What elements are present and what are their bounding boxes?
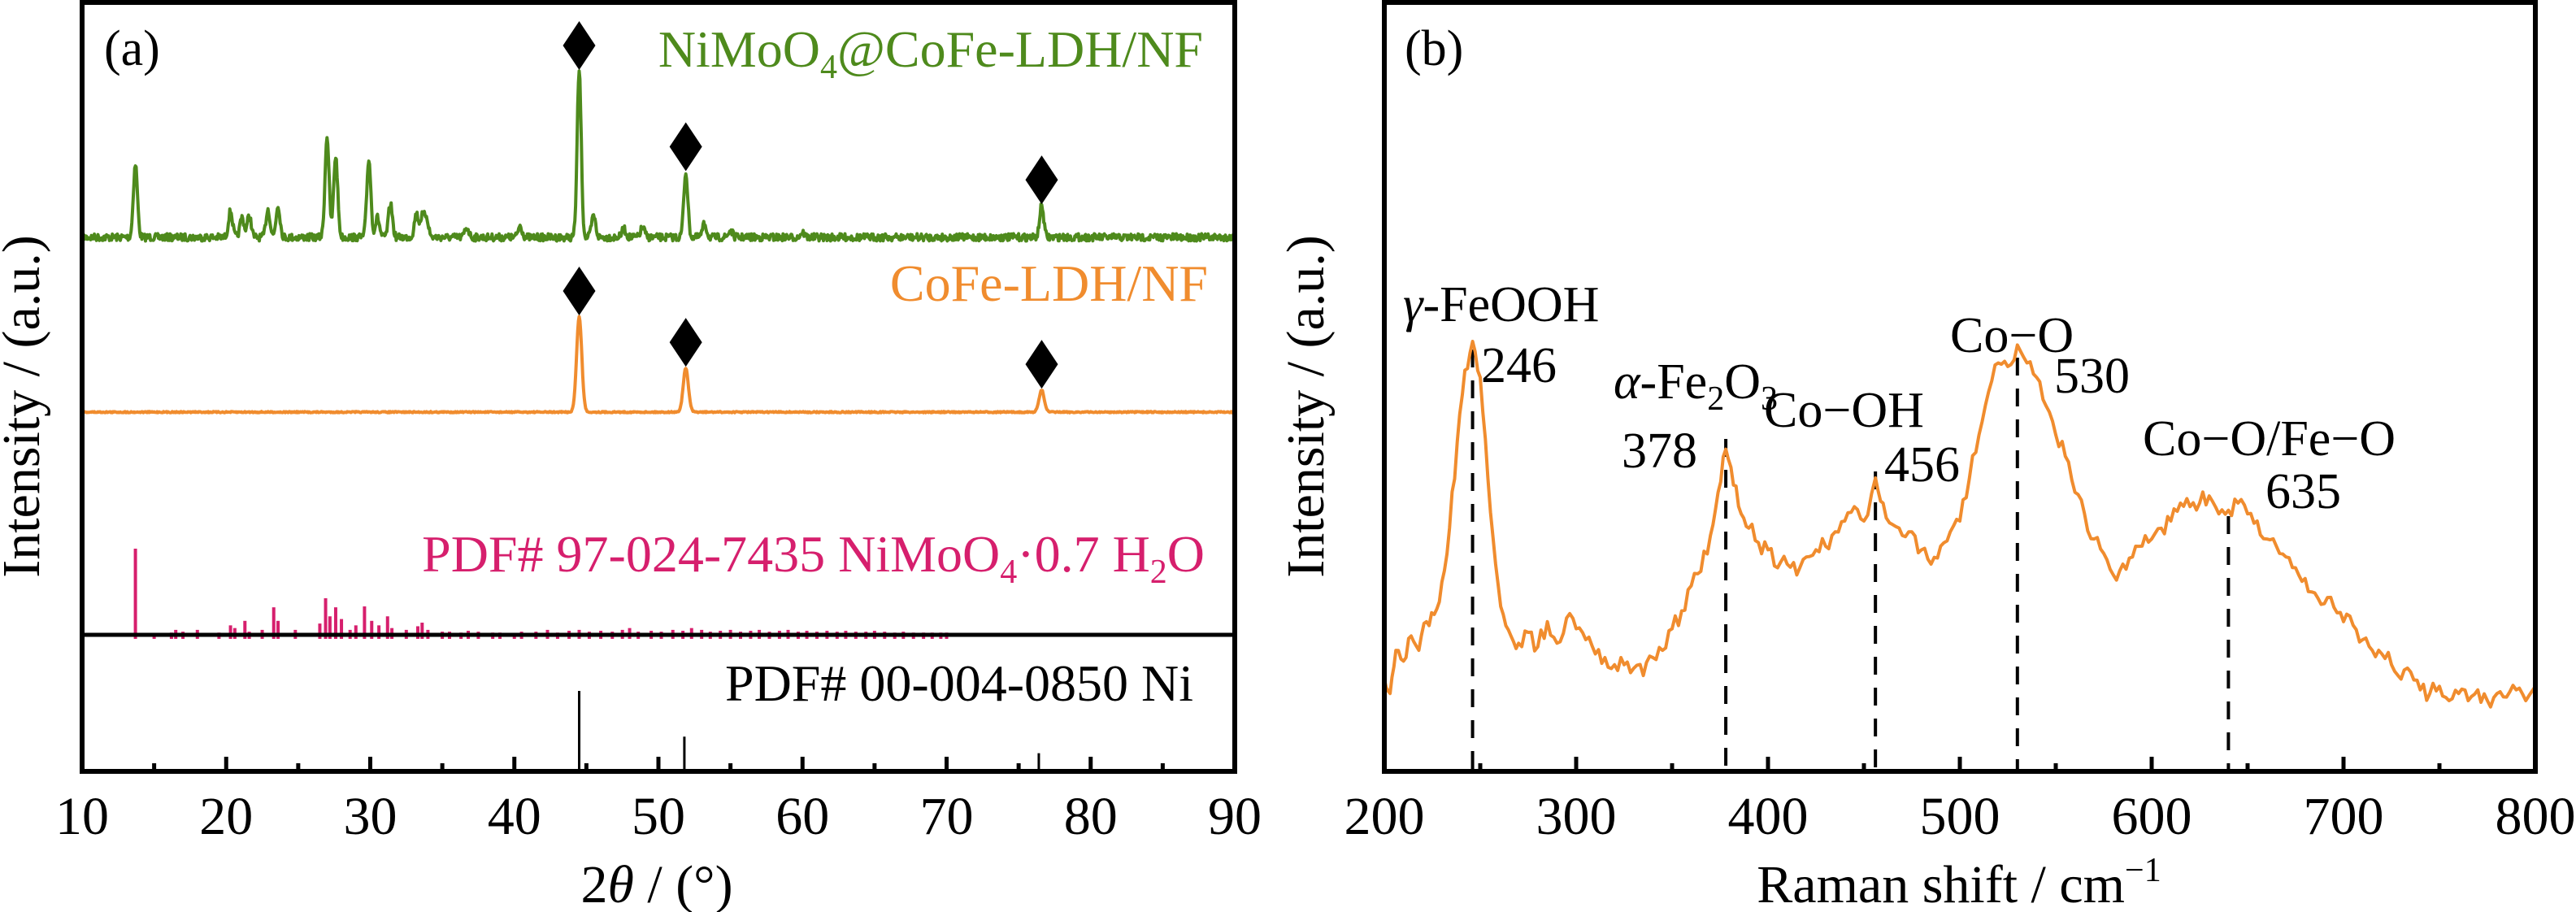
panel-a-xrd: 10 20 30 40 50 60 70 80 90 (a) NiMoO4@CoFe-LDH/N…	[0, 0, 1262, 912]
x-axis-label-b: Raman shift / cm−1	[1757, 852, 2161, 912]
diamond-marker	[669, 318, 702, 367]
x-tick-label: 800	[2496, 787, 2576, 846]
x-tick-label: 50	[632, 787, 685, 846]
peak-position-label: 246	[1481, 338, 1557, 393]
panel-b-raman: 200 300 400 500 600 700 800 γ-FeOOH 246 α-Fe2O33…	[1276, 0, 2576, 912]
raman-spectrum-line	[1383, 340, 2537, 709]
peak-assignment-label: Co−O/Fe−O	[2143, 411, 2396, 467]
x-tick-label: 80	[1064, 787, 1118, 846]
panel-b-x-ticks: 200 300 400 500 600 700 800	[1344, 757, 2576, 846]
diamond-marker	[563, 21, 596, 70]
series-label-pdf-ni: PDF# 00-004-0850 Ni	[725, 654, 1193, 712]
panel-label-a: (a)	[104, 21, 160, 76]
series-label-nimoo4-cofe-ldh: NiMoO4@CoFe-LDH/NF	[658, 20, 1203, 86]
plot-area-border	[1382, 0, 2538, 774]
panel-a-x-ticks: 10 20 30 40 50 60 70 80 90	[55, 757, 1262, 846]
x-tick-label: 300	[1536, 787, 1617, 846]
series-label-cofe-ldh: CoFe-LDH/NF	[890, 254, 1208, 312]
diamond-marker	[563, 267, 596, 315]
x-tick-label: 10	[55, 787, 109, 846]
x-tick-label: 500	[1920, 787, 2000, 846]
x-tick-label: 700	[2304, 787, 2384, 846]
x-tick-label: 40	[488, 787, 541, 846]
diamond-marker	[1025, 155, 1058, 205]
panel-label-b: (b)	[1405, 21, 1463, 76]
x-tick-label: 600	[2112, 787, 2192, 846]
raman-trace	[1383, 340, 2537, 709]
peak-position-label: 378	[1622, 423, 1697, 479]
y-axis-label-a: Intensity / (a.u.)	[0, 235, 51, 578]
peak-position-label: 456	[1884, 437, 1960, 493]
x-tick-label: 30	[344, 787, 397, 846]
x-tick-label: 200	[1344, 787, 1425, 846]
peak-position-label: 530	[2054, 349, 2130, 404]
peak-assignment-label: α-Fe2O3	[1614, 354, 1778, 418]
peak-assignment-label: Co−O	[1950, 308, 2074, 363]
diamond-marker	[1025, 340, 1058, 389]
xrd-trace-nimoo4-cofe-ldh	[80, 69, 1236, 243]
peak-assignment-label: γ-FeOOH	[1403, 277, 1599, 332]
x-tick-label: 60	[775, 787, 829, 846]
panel-b-frame	[1382, 0, 2538, 774]
peak-guide-lines	[1470, 350, 2231, 769]
x-tick-label: 70	[920, 787, 974, 846]
y-axis-label-b: Intensity / (a.u.)	[1276, 235, 1336, 578]
x-tick-label: 20	[199, 787, 253, 846]
x-tick-label: 400	[1728, 787, 1809, 846]
diamond-marker	[669, 122, 702, 172]
peak-assignment-label: Co−OH	[1764, 383, 1924, 438]
x-axis-label-a: 2θ / (°)	[580, 855, 732, 912]
x-tick-label: 90	[1208, 787, 1262, 846]
series-label-pdf-nimoo4-hydrate: PDF# 97-024-7435 NiMoO4·0.7 H2O	[422, 525, 1205, 591]
peak-position-label: 635	[2265, 464, 2341, 519]
xrd-trace-cofe-ldh	[80, 315, 1236, 415]
